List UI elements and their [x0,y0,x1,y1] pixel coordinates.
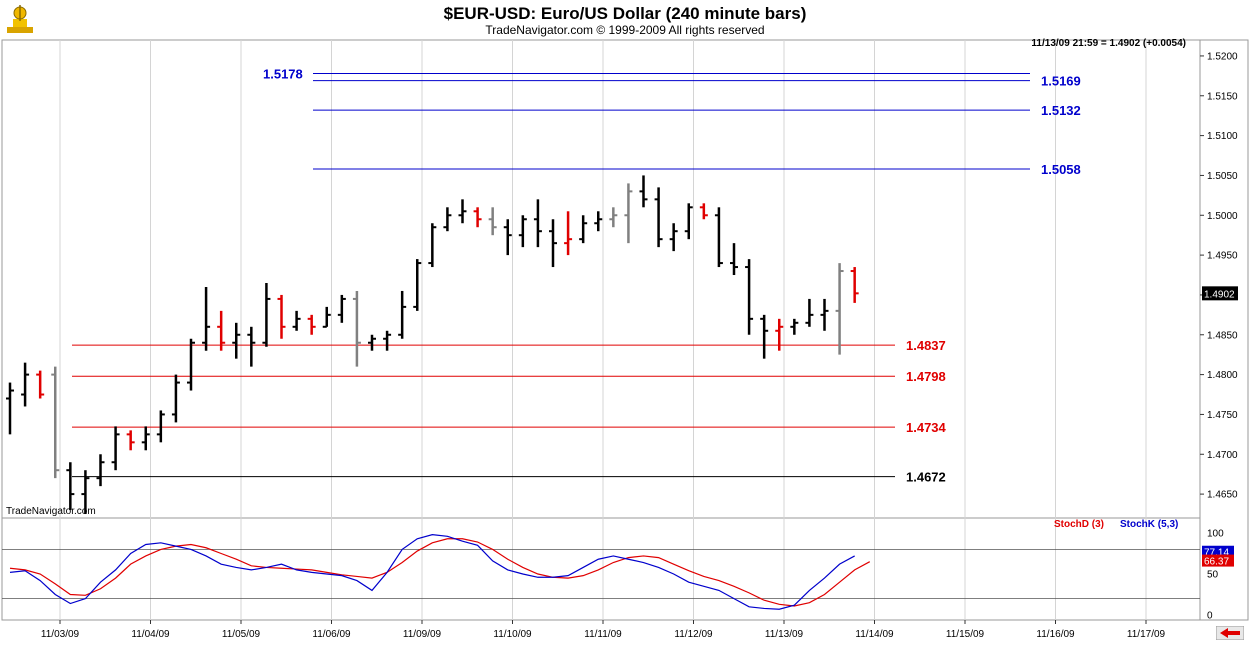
stoch-line [9,534,855,610]
y-tick-label: 1.5050 [1207,171,1238,182]
level-label: 1.5132 [1041,103,1081,118]
x-tick-label: 11/03/09 [41,629,80,640]
x-tick-label: 11/15/09 [946,629,985,640]
navigator-logo-icon [7,5,33,33]
y-tick-label: 1.4800 [1207,370,1238,381]
chart-subtitle: TradeNavigator.com © 1999-2009 All right… [485,23,765,37]
y-tick-label: 1.4950 [1207,251,1238,262]
x-tick-label: 11/17/09 [1127,629,1166,640]
y-tick-label: 1.4700 [1207,450,1238,461]
x-tick-label: 11/04/09 [131,629,170,640]
level-label: 1.4837 [906,338,946,353]
y-tick-label: 1.5100 [1207,131,1238,142]
x-tick-label: 11/16/09 [1036,629,1075,640]
last-quote: 11/13/09 21:59 = 1.4902 (+0.0054) [1031,38,1186,49]
watermark: TradeNavigator.com [6,506,96,517]
x-tick-label: 11/05/09 [222,629,261,640]
stoch-y-tick-label: 50 [1207,570,1219,581]
stochd-value-label: 66.37 [1204,557,1229,568]
y-tick-label: 1.5200 [1207,51,1238,62]
level-label: 1.5178 [263,66,303,81]
last-price-label: 1.4902 [1204,289,1235,300]
x-tick-label: 11/06/09 [312,629,351,640]
x-tick-label: 11/09/09 [403,629,442,640]
price-panel-frame [1,39,1201,519]
legend-stochk: StochK (5,3) [1120,519,1179,530]
level-label: 1.5169 [1041,74,1081,89]
level-label: 1.4798 [906,369,946,384]
stochk-value-label: 77.14 [1204,548,1229,559]
x-tick-label: 11/14/09 [855,629,894,640]
level-label: 1.4672 [906,470,946,485]
level-label: 1.4734 [906,420,947,435]
x-tick-label: 11/10/09 [493,629,532,640]
stochd-value-box [1202,554,1234,567]
stoch-line [9,538,871,607]
x-tick-label: 11/13/09 [765,629,804,640]
last-price-box [1202,286,1238,301]
chart-title: $EUR-USD: Euro/US Dollar (240 minute bar… [443,4,807,23]
legend-stochd: StochD (3) [1054,519,1104,530]
stoch-y-tick-label: 100 [1207,529,1224,540]
x-tick-label: 11/12/09 [674,629,713,640]
level-label: 1.5058 [1041,162,1081,177]
scroll-left-arrow-icon[interactable] [1216,626,1244,640]
price-axis-frame [1199,39,1249,621]
y-tick-label: 1.4750 [1207,410,1238,421]
y-tick-label: 1.4850 [1207,330,1238,341]
y-tick-label: 1.5000 [1207,211,1238,222]
stoch-y-tick-label: 0 [1207,611,1213,622]
y-tick-label: 1.5150 [1207,91,1238,102]
x-tick-label: 11/11/09 [584,629,622,640]
y-tick-label: 1.4650 [1207,490,1238,501]
